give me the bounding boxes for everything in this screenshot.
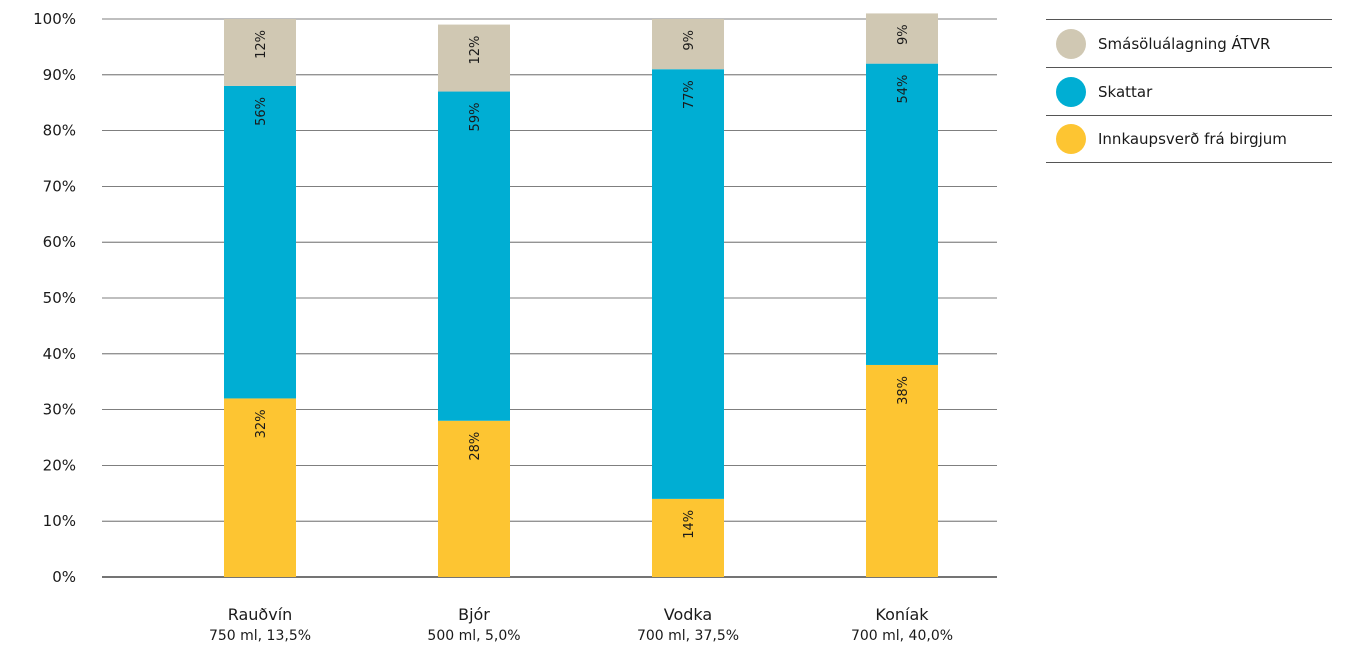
- bar-segment: [438, 24, 510, 92]
- data-label: 56%: [254, 97, 269, 126]
- category-sublabel: 750 ml, 13,5%: [209, 628, 311, 644]
- y-tick-label: 70%: [43, 177, 76, 195]
- y-tick-label: 30%: [43, 401, 76, 419]
- data-label: 77%: [682, 80, 697, 109]
- legend-label: Innkaupsverð frá birgjum: [1098, 130, 1287, 148]
- x-axis-labels: Rauðvín 750 ml, 13,5% Bjór 500 ml, 5,0% Vodk…: [209, 605, 953, 644]
- category-sublabel: 700 ml, 37,5%: [637, 628, 739, 644]
- data-label: 28%: [468, 432, 483, 461]
- bar-segment: [224, 398, 296, 577]
- y-axis-ticks: 0% 10% 20% 30% 40% 50% 60% 70% 80% 90% 100%: [33, 10, 76, 586]
- data-label: 9%: [896, 24, 911, 45]
- bars: 32% 56% 12% 28% 59% 12% 14% 77% 9% 38% 54% 9%: [224, 13, 938, 577]
- legend-swatch: [1056, 76, 1086, 107]
- legend-item: Smásöluálagning ÁTVR: [1046, 19, 1332, 67]
- y-tick-label: 0%: [52, 568, 76, 586]
- legend-item: Skattar: [1046, 67, 1332, 115]
- category-sublabel: 500 ml, 5,0%: [427, 628, 520, 644]
- category-label: Vodka: [664, 605, 712, 624]
- data-label: 59%: [468, 103, 483, 132]
- bar-segment: [652, 498, 724, 577]
- data-label: 12%: [254, 30, 269, 59]
- bar-segment: [438, 91, 510, 421]
- data-label: 12%: [468, 36, 483, 65]
- bar-segment: [438, 420, 510, 577]
- y-tick-label: 10%: [43, 512, 76, 530]
- category-label: Koníak: [875, 605, 929, 624]
- bar-segment: [866, 364, 938, 577]
- y-tick-label: 20%: [43, 456, 76, 474]
- category-label: Rauðvín: [228, 605, 293, 624]
- data-label: 38%: [896, 376, 911, 405]
- y-tick-label: 90%: [43, 66, 76, 84]
- data-label: 54%: [896, 75, 911, 104]
- legend-swatch: [1056, 124, 1086, 154]
- y-tick-label: 60%: [43, 233, 76, 251]
- bar-segment: [652, 69, 724, 499]
- data-label: 14%: [682, 510, 697, 539]
- category-sublabel: 700 ml, 40,0%: [851, 628, 953, 644]
- bar-segment: [652, 19, 724, 70]
- category-label: Bjór: [458, 605, 490, 624]
- legend: Smásöluálagning ÁTVR Skattar Innkaupsverð …: [1046, 19, 1332, 163]
- y-tick-label: 50%: [43, 289, 76, 307]
- y-tick-label: 100%: [33, 10, 76, 28]
- y-tick-label: 80%: [43, 122, 76, 140]
- legend-label: Smásöluálagning ÁTVR: [1098, 34, 1271, 53]
- data-label: 32%: [254, 409, 269, 438]
- legend-item: Innkaupsverð frá birgjum: [1046, 115, 1332, 163]
- data-label: 9%: [682, 30, 697, 51]
- bar-segment: [224, 19, 296, 86]
- bar-segment: [866, 13, 938, 64]
- bar-segment: [224, 85, 296, 399]
- legend-swatch: [1056, 28, 1086, 59]
- bar-segment: [866, 63, 938, 365]
- y-tick-label: 40%: [43, 345, 76, 363]
- legend-label: Skattar: [1098, 82, 1153, 101]
